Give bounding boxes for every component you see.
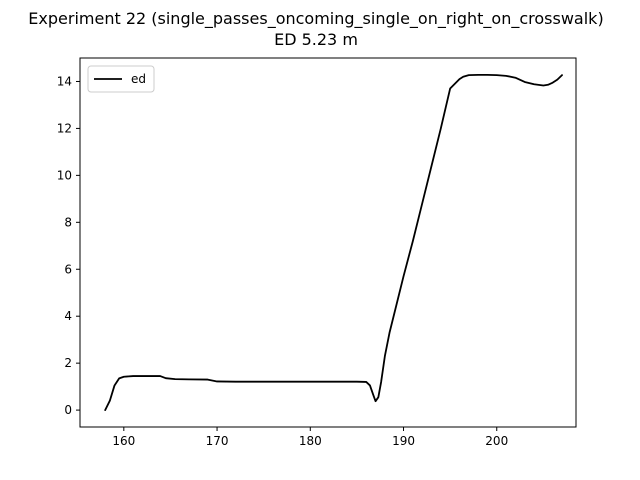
legend: ed (87, 65, 155, 93)
y-tick-label: 2 (64, 356, 72, 370)
y-tick-label: 0 (64, 403, 72, 417)
y-tick-label: 6 (64, 262, 72, 276)
x-tick-label: 190 (392, 434, 415, 448)
y-tick-label: 4 (64, 309, 72, 323)
y-tick-label: 14 (57, 74, 72, 88)
x-tick-label: 200 (485, 434, 508, 448)
plot-area (80, 58, 576, 427)
plot-frame (79, 57, 577, 428)
chart-title: Experiment 22 (single_passes_oncoming_si… (28, 9, 603, 29)
series-line-ed (104, 74, 563, 411)
y-tick-label: 10 (57, 168, 72, 182)
x-tick-label: 170 (206, 434, 229, 448)
plot-background (80, 58, 576, 427)
axes: 160 170 180 190 200 0 2 4 6 8 10 12 14 (57, 57, 577, 448)
x-tick-label: 160 (112, 434, 135, 448)
y-tick-label: 8 (64, 215, 72, 229)
chart-subtitle: ED 5.23 m (274, 30, 358, 49)
y-tick-label: 12 (57, 121, 72, 135)
legend-label-ed: ed (131, 72, 146, 86)
series-group (104, 74, 563, 411)
x-tick-label: 180 (299, 434, 322, 448)
